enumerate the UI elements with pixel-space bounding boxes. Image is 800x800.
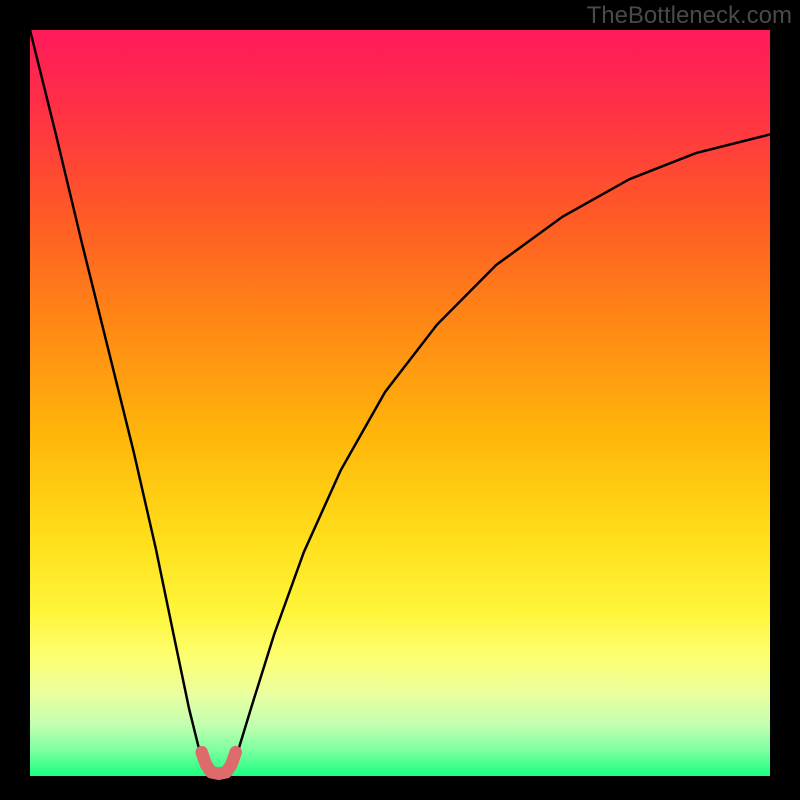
plot-background: [30, 30, 770, 776]
watermark-text: TheBottleneck.com: [587, 2, 792, 30]
bottleneck-chart: [0, 0, 800, 800]
chart-container: TheBottleneck.com: [0, 0, 800, 800]
